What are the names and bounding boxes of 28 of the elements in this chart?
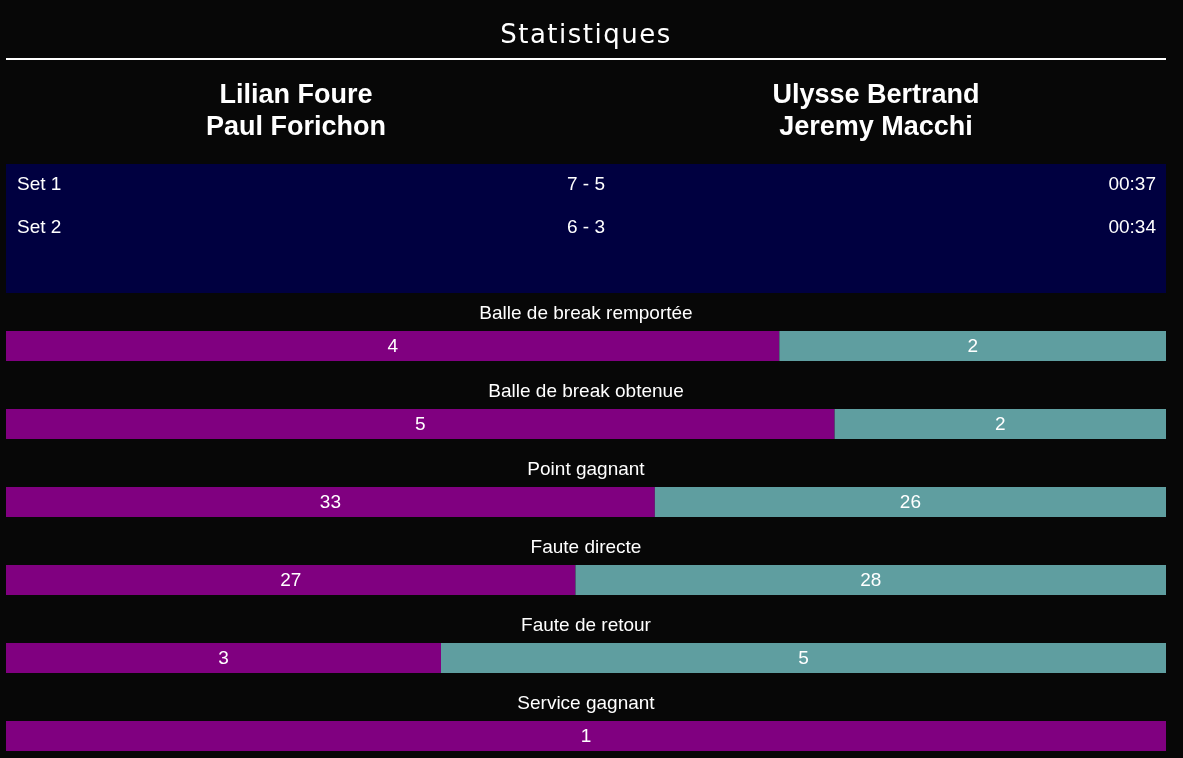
text: Set 1 bbox=[17, 173, 62, 195]
text: 7 - 5 bbox=[566, 173, 606, 195]
y-tick-label: Faute directe bbox=[530, 536, 642, 558]
data-label: 33 bbox=[319, 491, 341, 513]
text: Paul Forichon bbox=[205, 111, 387, 142]
text: 00:37 bbox=[1108, 173, 1156, 195]
text: Jeremy Macchi bbox=[779, 111, 973, 142]
data-label: 3 bbox=[218, 647, 229, 669]
data-label: 5 bbox=[798, 647, 809, 669]
text: Set 2 bbox=[17, 216, 62, 238]
data-label: 4 bbox=[387, 335, 399, 357]
y-tick-label: Balle de break obtenue bbox=[488, 380, 684, 402]
text: Statistiques bbox=[500, 18, 672, 49]
data-label: 26 bbox=[899, 491, 921, 513]
text: 6 - 3 bbox=[566, 216, 606, 238]
data-label: 1 bbox=[580, 725, 592, 747]
data-label: 28 bbox=[860, 569, 882, 591]
y-tick-label: Point gagnant bbox=[527, 458, 646, 480]
text: Ulysse Bertrand bbox=[772, 79, 980, 110]
data-label: 27 bbox=[280, 569, 302, 591]
y-tick-label: Faute de retour bbox=[521, 614, 652, 636]
data-label: 5 bbox=[415, 413, 426, 435]
y-tick-label: Balle de break remportée bbox=[479, 302, 693, 324]
text: 00:34 bbox=[1108, 216, 1157, 238]
data-label: 2 bbox=[995, 413, 1006, 435]
data-label: 2 bbox=[967, 335, 978, 357]
text: Lilian Foure bbox=[219, 79, 373, 110]
y-tick-label: Service gagnant bbox=[517, 692, 656, 714]
